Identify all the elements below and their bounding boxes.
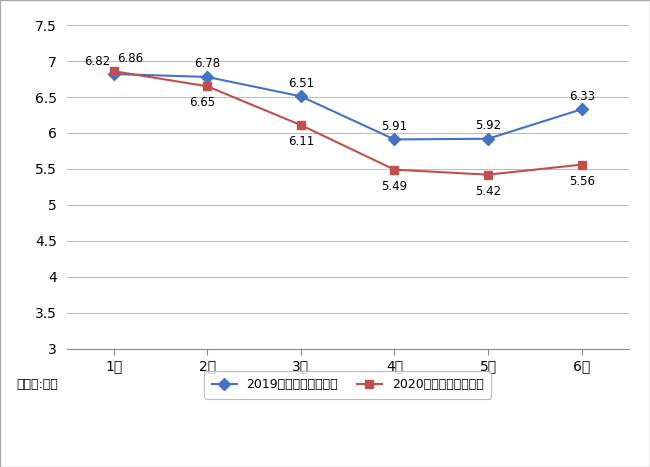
Text: 5.56: 5.56	[569, 175, 595, 188]
Text: 6.65: 6.65	[190, 96, 216, 109]
Text: 5.92: 5.92	[475, 119, 501, 132]
2020年の有効求人倍率	[484, 172, 492, 177]
Line: 2020年の有効求人倍率: 2020年の有効求人倍率	[110, 67, 586, 178]
2020年の有効求人倍率	[297, 122, 305, 128]
Legend: 2019年の有効求人倍率, 2020年の有効求人倍率: 2019年の有効求人倍率, 2020年の有効求人倍率	[204, 371, 491, 399]
2020年の有効求人倍率	[391, 167, 398, 172]
2019年の有効求人倍率	[484, 136, 492, 142]
Text: 5.42: 5.42	[475, 185, 501, 198]
2020年の有効求人倍率	[578, 162, 586, 167]
2019年の有効求人倍率	[110, 71, 118, 77]
2020年の有効求人倍率	[110, 68, 118, 74]
Text: 6.51: 6.51	[288, 77, 314, 90]
Line: 2019年の有効求人倍率: 2019年の有効求人倍率	[109, 70, 586, 144]
2019年の有効求人倍率	[297, 93, 305, 99]
Text: 6.33: 6.33	[569, 90, 595, 103]
Text: 6.86: 6.86	[118, 52, 144, 65]
Text: 5.91: 5.91	[382, 120, 408, 133]
2020年の有効求人倍率	[203, 84, 211, 89]
Text: （単位:倍）: （単位:倍）	[16, 378, 58, 391]
Text: 6.11: 6.11	[288, 135, 314, 148]
2019年の有効求人倍率	[391, 137, 398, 142]
Text: 6.78: 6.78	[194, 57, 220, 71]
2019年の有効求人倍率	[203, 74, 211, 80]
Text: 5.49: 5.49	[382, 180, 408, 193]
Text: 6.82: 6.82	[84, 55, 110, 68]
2019年の有効求人倍率	[578, 106, 586, 112]
